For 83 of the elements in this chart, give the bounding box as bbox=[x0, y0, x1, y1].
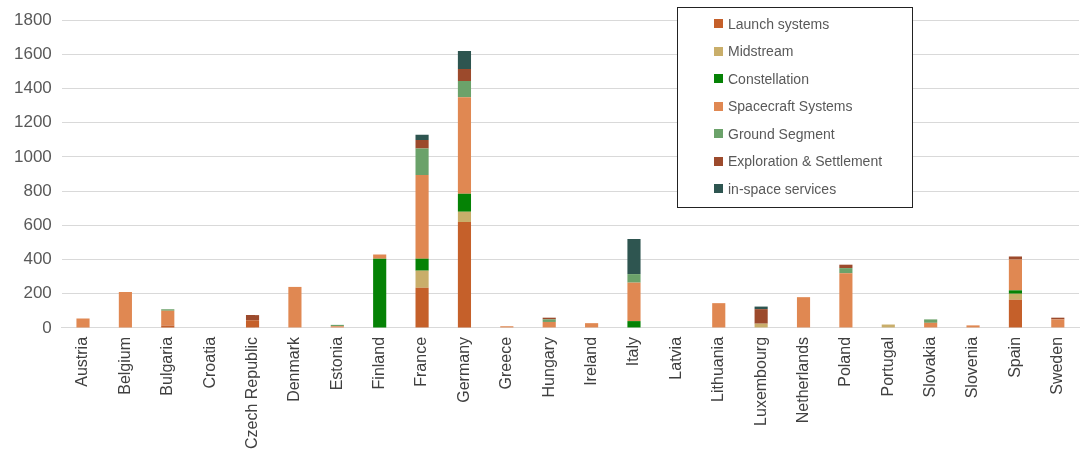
x-tick-label: Portugal bbox=[878, 336, 896, 397]
x-tick-label: Austria bbox=[73, 336, 91, 387]
bar bbox=[1051, 319, 1065, 328]
bar bbox=[839, 268, 853, 274]
bar bbox=[712, 303, 726, 328]
y-tick-label: 1800 bbox=[13, 9, 52, 29]
x-tick-label: Greece bbox=[497, 336, 515, 390]
y-tick-label: 1000 bbox=[13, 146, 52, 166]
bar bbox=[457, 211, 472, 222]
y-tick-label: 0 bbox=[42, 317, 52, 337]
legend-label: Exploration & Settlement bbox=[728, 153, 883, 170]
bar bbox=[1008, 299, 1022, 328]
bar bbox=[627, 282, 641, 322]
bar bbox=[1008, 290, 1022, 294]
bar bbox=[457, 50, 472, 69]
bar bbox=[245, 320, 260, 328]
x-tick-label: Lithuania bbox=[709, 336, 727, 402]
x-tick-label: Slovakia bbox=[921, 336, 939, 398]
bar bbox=[457, 68, 472, 81]
x-tick-label: Spain bbox=[1005, 336, 1023, 378]
bar bbox=[373, 258, 387, 328]
bar bbox=[754, 309, 768, 324]
x-tick-label: Netherlands bbox=[793, 336, 811, 424]
bar bbox=[118, 292, 132, 328]
bar bbox=[415, 174, 429, 259]
x-tick-label: Germany bbox=[454, 336, 472, 403]
x-tick-label: Ireland bbox=[582, 336, 600, 386]
legend-label: Launch systems bbox=[728, 15, 830, 32]
x-tick-label: Poland bbox=[836, 336, 854, 387]
y-tick-label: 400 bbox=[23, 249, 52, 269]
bar bbox=[373, 254, 387, 259]
y-tick-label: 1400 bbox=[13, 78, 52, 98]
bar bbox=[457, 193, 472, 212]
bar bbox=[1008, 293, 1022, 300]
y-tick-label: 1200 bbox=[13, 112, 52, 132]
bar bbox=[542, 321, 556, 328]
bar bbox=[966, 325, 980, 328]
x-tick-label: Slovenia bbox=[963, 336, 981, 399]
bar bbox=[839, 273, 853, 328]
x-tick-label: Denmark bbox=[285, 335, 303, 402]
x-tick-label: Bulgaria bbox=[158, 336, 176, 396]
y-tick-label: 1600 bbox=[13, 44, 52, 64]
x-tick-label: Belgium bbox=[115, 336, 133, 395]
x-tick-label: Luxembourg bbox=[751, 336, 769, 426]
bar bbox=[457, 221, 472, 328]
bar bbox=[627, 239, 641, 275]
bar bbox=[245, 315, 260, 321]
x-tick-label: Croatia bbox=[200, 336, 218, 389]
x-tick-label: France bbox=[412, 336, 430, 387]
bar bbox=[627, 274, 641, 283]
legend-label: Ground Segment bbox=[728, 125, 835, 142]
bar bbox=[415, 139, 429, 149]
bar bbox=[288, 286, 302, 328]
x-tick-label: Czech Republic bbox=[242, 336, 260, 450]
bar bbox=[1008, 256, 1022, 260]
bar bbox=[161, 310, 175, 326]
legend-label: Midstream bbox=[728, 43, 794, 60]
bar bbox=[585, 323, 599, 328]
bar bbox=[415, 134, 429, 140]
bar bbox=[796, 297, 811, 328]
bar bbox=[457, 80, 472, 98]
bar bbox=[161, 325, 175, 328]
bar bbox=[924, 319, 938, 323]
bar bbox=[415, 258, 429, 271]
y-tick-label: 200 bbox=[23, 283, 52, 303]
x-tick-label: Hungary bbox=[539, 336, 557, 398]
y-tick-label: 800 bbox=[23, 180, 52, 200]
x-tick-label: Italy bbox=[624, 336, 642, 367]
legend-label: Constellation bbox=[728, 70, 809, 87]
bar bbox=[415, 287, 429, 328]
bar bbox=[415, 148, 429, 175]
x-tick-label: Finland bbox=[370, 336, 388, 390]
legend-label: in-space services bbox=[728, 180, 837, 197]
bar bbox=[76, 318, 90, 328]
bar bbox=[457, 97, 472, 194]
bar bbox=[1008, 259, 1022, 291]
x-tick-label: Estonia bbox=[327, 336, 345, 391]
bar bbox=[627, 321, 641, 328]
legend-label: Spacecraft Systems bbox=[728, 98, 853, 115]
x-tick-label: Latvia bbox=[666, 336, 684, 380]
y-tick-label: 600 bbox=[23, 215, 52, 235]
x-tick-label: Sweden bbox=[1048, 336, 1066, 395]
bar bbox=[415, 270, 429, 288]
